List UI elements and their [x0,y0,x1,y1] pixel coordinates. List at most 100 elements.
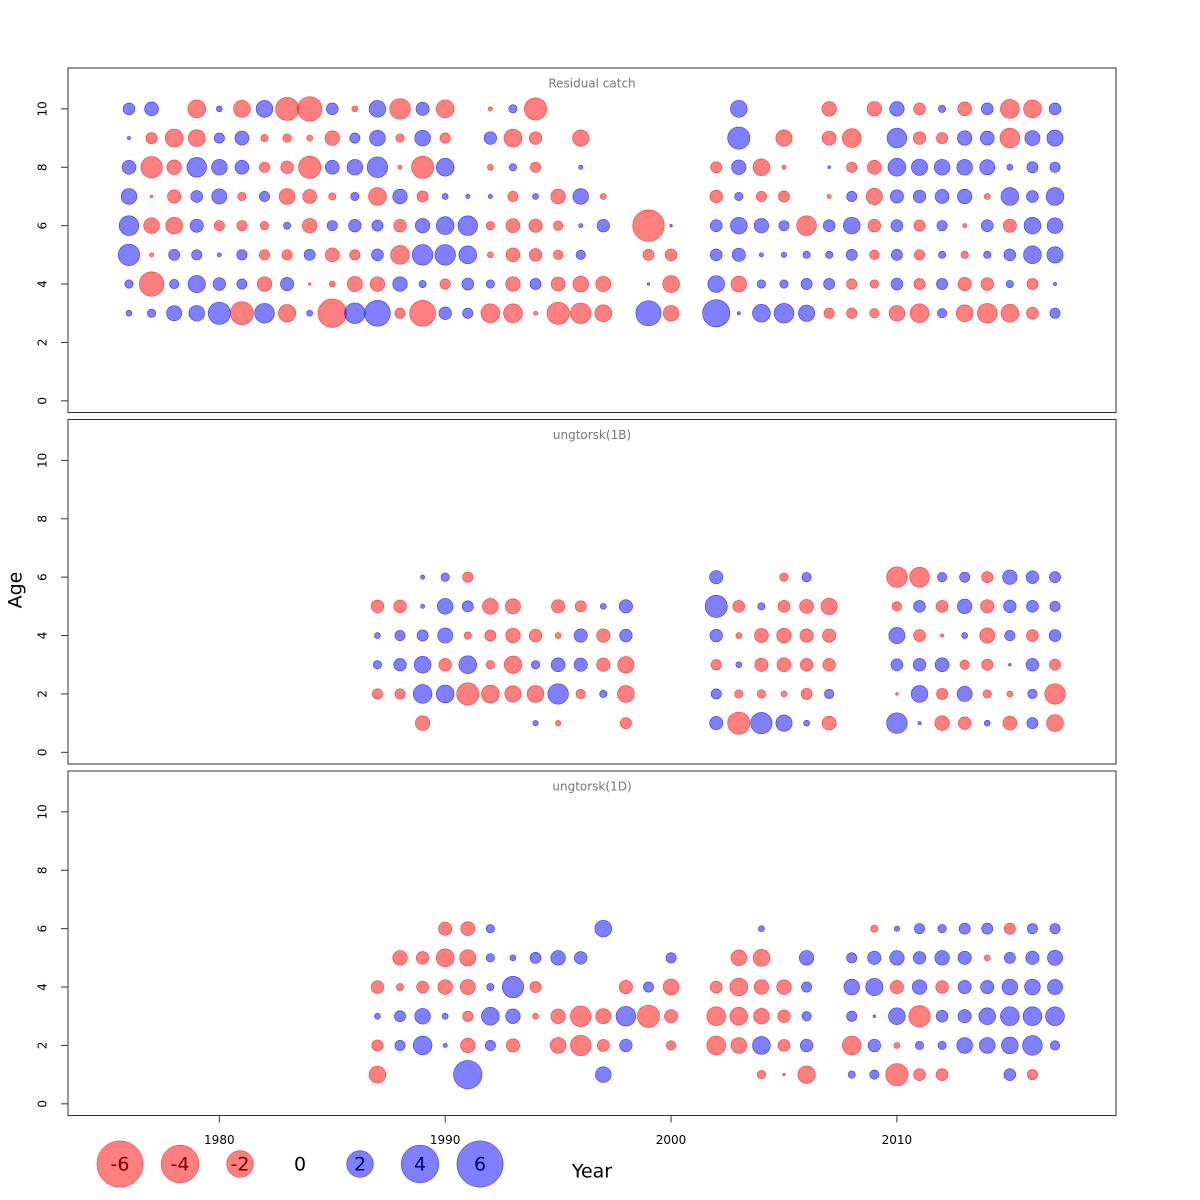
panel-frame [67,67,1117,413]
bubble [1004,630,1016,641]
bubble [1026,600,1039,613]
bubble [914,923,925,935]
bubble [302,218,318,234]
bubble [415,715,431,731]
y-tick-label: 8 [36,163,50,171]
bubble [461,600,474,613]
bubble [435,684,455,704]
bubble [574,951,588,965]
bubble [1047,949,1063,966]
bubble [120,188,138,205]
bubble [937,572,948,583]
bubble [775,714,793,732]
bubble [957,188,973,205]
bubble [414,129,431,147]
bubble [441,193,449,200]
bubble [776,657,792,673]
bubble [1002,715,1018,731]
bubble [981,922,994,935]
bubble [890,658,904,671]
bubble [888,305,906,322]
bubble [979,159,996,176]
bubble [234,159,250,175]
bubble [846,161,858,173]
bubble [570,1034,592,1057]
bubble [886,712,908,734]
bubble [822,658,836,672]
bubble [1003,1068,1017,1081]
bubble [230,301,254,326]
bubble [346,159,364,176]
bubble [438,306,452,320]
bubble [189,218,204,233]
bubble [893,1042,901,1049]
bubble [632,209,665,242]
bubble [278,188,296,205]
bubble [368,100,387,118]
bubble [620,717,632,729]
bubble [980,980,995,994]
bubble [962,223,968,229]
bubble [1000,99,1020,119]
bubble [326,102,339,116]
bubble [866,101,882,117]
bubble [846,191,858,202]
bubble [1000,187,1020,206]
bubble [909,303,930,323]
bubble [752,304,771,323]
y-tick-label: 6 [36,925,50,933]
bubble [730,275,747,293]
bubble [867,950,882,965]
bubble [1006,690,1014,698]
bubble [234,130,250,146]
bubble [1023,99,1042,119]
bubble [397,164,403,170]
bubble [254,303,275,324]
bubble [532,720,539,727]
bubble [958,716,972,730]
bubble [710,659,722,671]
bubble [978,1007,996,1025]
bubble [823,307,835,319]
bubble [1001,1036,1019,1055]
bubble [669,224,673,228]
bubble [1002,569,1018,585]
bubble [890,277,904,291]
bubble [236,278,248,290]
bubble [893,925,900,932]
bubble [913,629,926,642]
bubble [1045,187,1065,206]
bubble [1048,102,1062,116]
x-axis-label: Year [571,1161,612,1183]
bubble [505,1008,521,1024]
bubble [937,308,948,319]
bubble [570,1005,592,1027]
bubble [1022,1035,1043,1056]
bubble [936,278,948,290]
bubble [456,682,480,706]
bubble [891,601,902,612]
bubble [979,130,995,146]
bubble [758,925,765,932]
bubble [872,1014,876,1018]
bubble [1026,923,1038,935]
bubble [959,571,971,583]
bubble [370,980,385,994]
bubble [729,977,749,997]
bubble [393,599,407,613]
bubble [595,1008,612,1025]
bubble [439,132,451,144]
bubble [1049,161,1061,173]
bubble [481,684,500,704]
bubble [801,981,813,993]
bubble [917,721,922,726]
bubble [846,307,858,319]
bubble [775,129,793,147]
bubble [867,159,882,175]
y-tick-label: 2 [36,1042,50,1050]
bubble [259,221,270,231]
bubble [781,251,787,258]
bubble [508,104,518,114]
bubble [503,128,523,148]
bubble [635,300,662,327]
